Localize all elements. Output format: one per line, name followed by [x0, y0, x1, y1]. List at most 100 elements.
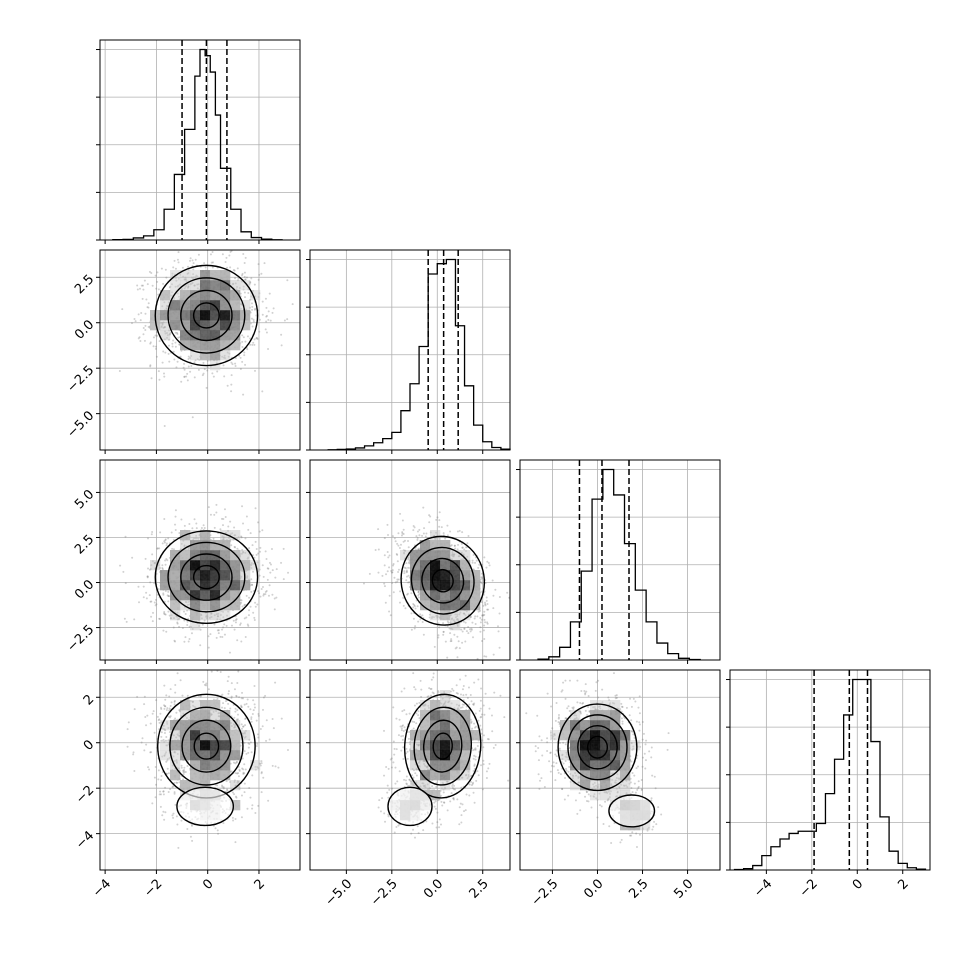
sample-point — [471, 561, 474, 564]
sample-point — [388, 566, 391, 569]
sample-point — [484, 604, 487, 607]
sample-point — [170, 531, 173, 534]
sample-point — [172, 626, 175, 629]
sample-point — [141, 297, 144, 300]
sample-point — [259, 550, 262, 553]
x-tick-label: 2 — [895, 876, 911, 892]
sample-point — [261, 390, 264, 393]
sample-point — [234, 277, 237, 280]
sample-point — [148, 594, 151, 597]
sample-point — [178, 343, 181, 346]
sample-point — [230, 695, 233, 698]
sample-point — [165, 276, 168, 279]
sample-point — [202, 524, 205, 527]
sample-point — [215, 503, 218, 506]
panel-frame — [309, 249, 511, 451]
sample-point — [425, 532, 428, 535]
density-cell — [200, 290, 211, 301]
sample-point — [144, 324, 147, 327]
density-cell — [440, 570, 451, 581]
sample-point — [259, 595, 262, 598]
sample-point — [405, 571, 408, 574]
sample-point — [241, 505, 244, 508]
density-cell — [440, 600, 451, 611]
sample-point — [209, 633, 212, 636]
sample-point — [417, 594, 420, 597]
sample-point — [248, 609, 251, 612]
density-cell — [400, 550, 411, 561]
sample-point — [248, 596, 251, 599]
sample-point — [253, 338, 256, 341]
sample-point — [424, 535, 427, 538]
sample-point — [513, 599, 515, 601]
sample-point — [449, 530, 452, 533]
sample-point — [244, 537, 247, 540]
density-cell — [200, 310, 211, 321]
sample-point — [444, 640, 447, 643]
density-cell — [190, 600, 201, 611]
density-cell — [430, 600, 441, 611]
y-tick-label: 0.0 — [72, 577, 97, 602]
density-cell — [220, 530, 231, 541]
sample-point — [176, 332, 179, 335]
sample-point — [167, 610, 170, 613]
sample-point — [461, 546, 464, 549]
sample-point — [251, 308, 254, 311]
density-cell — [160, 300, 171, 311]
sample-point — [397, 568, 400, 571]
sample-point — [163, 541, 166, 544]
sample-point — [287, 571, 290, 574]
sample-point — [396, 560, 399, 563]
sample-point — [255, 547, 258, 550]
sample-point — [239, 367, 242, 370]
sample-point — [442, 532, 445, 535]
sample-point — [399, 543, 402, 546]
sample-point — [417, 591, 420, 594]
sample-point — [421, 534, 424, 537]
density-cell — [190, 310, 201, 321]
sample-point — [131, 322, 134, 325]
sample-point — [222, 517, 225, 520]
sample-point — [236, 267, 239, 270]
sample-point — [177, 251, 180, 254]
sample-point — [255, 337, 258, 340]
sample-point — [154, 347, 157, 350]
sample-point — [374, 548, 377, 551]
sample-point — [403, 572, 406, 575]
density-cell — [190, 590, 201, 601]
sample-point — [187, 365, 190, 368]
sample-point — [235, 618, 238, 621]
sample-point — [156, 271, 159, 274]
sample-point — [203, 262, 206, 265]
sample-point — [244, 636, 247, 639]
sample-point — [143, 339, 146, 342]
sample-point — [156, 334, 159, 337]
sample-point — [377, 571, 380, 574]
sample-point — [286, 318, 289, 321]
sample-point — [124, 582, 127, 585]
histogram-panel-2 — [516, 459, 721, 664]
density-cell — [190, 280, 201, 291]
sample-point — [248, 547, 251, 550]
sample-point — [233, 545, 236, 548]
sample-point — [458, 647, 461, 650]
density-cell — [470, 570, 481, 581]
sample-point — [189, 259, 192, 262]
sample-point — [164, 351, 167, 354]
sample-point — [147, 537, 150, 540]
sample-point — [286, 279, 289, 282]
sample-point — [494, 588, 497, 591]
sample-point — [250, 590, 253, 593]
sample-point — [252, 611, 255, 614]
sample-point — [241, 346, 244, 349]
sample-point — [397, 544, 400, 547]
sample-point — [261, 564, 264, 567]
density-cell — [430, 530, 441, 541]
density-cell — [200, 610, 211, 621]
density-cell — [170, 570, 181, 581]
sample-point — [280, 561, 283, 564]
density-cell — [200, 590, 211, 601]
sample-point — [163, 600, 166, 603]
sample-point — [416, 537, 419, 540]
sample-point — [267, 594, 270, 597]
